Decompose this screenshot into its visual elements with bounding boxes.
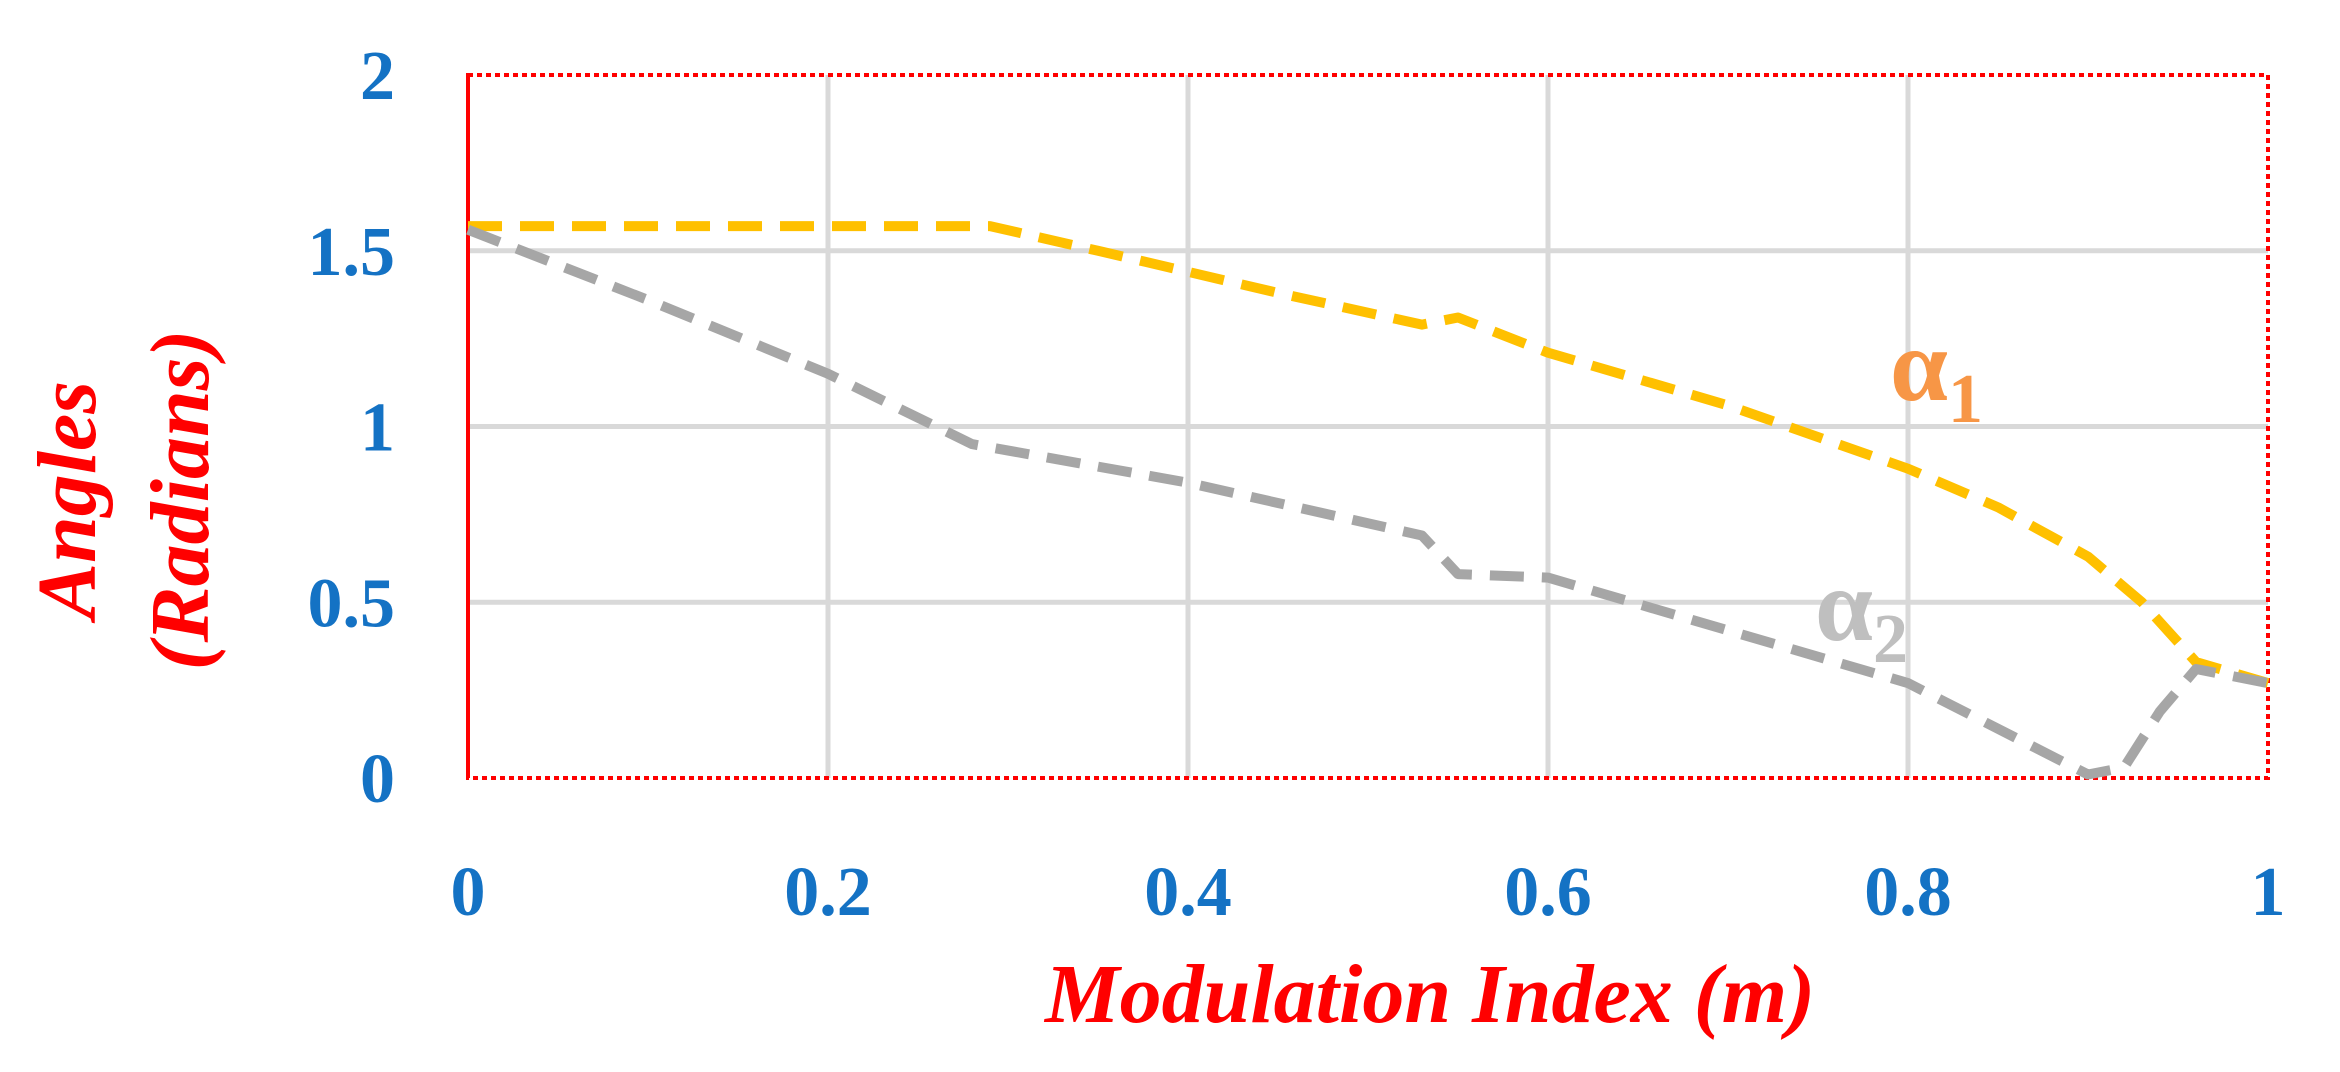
x-tick-label: 0.6: [1504, 854, 1592, 931]
series-label-alpha-2-main: α: [1815, 548, 1873, 663]
y-tick-label: 1: [360, 390, 395, 467]
series-label-alpha-2-sub: 2: [1873, 601, 1908, 678]
series-line-alpha-1: [468, 221, 2270, 688]
x-tick-label: 0.8: [1864, 854, 1952, 931]
tick-labels: 0 0.2 0.4 0.6 0.8 1 0 0.5 1 1.5 2: [308, 38, 2286, 931]
x-tick-label: 0: [451, 854, 486, 931]
x-axis-title: Modulation Index (m): [1043, 948, 1815, 1041]
y-tick-label: 1.5: [308, 214, 396, 291]
y-axis-title-line-2: (Radians): [134, 330, 227, 671]
series-lines: [466, 221, 2270, 780]
series-label-alpha-1: α1: [1890, 308, 1983, 438]
x-tick-label: 0.4: [1144, 854, 1232, 931]
y-tick-label: 0: [360, 741, 395, 818]
x-tick-label: 1: [2251, 854, 2286, 931]
series-label-alpha-2: α2: [1815, 548, 1908, 678]
series-label-alpha-1-sub: 1: [1948, 361, 1983, 438]
y-tick-label: 0.5: [308, 565, 396, 642]
y-tick-label: 2: [360, 38, 395, 115]
series-line-alpha-2: [466, 225, 2269, 780]
grid-lines: [468, 75, 2268, 778]
y-axis-title-line-1: Angles: [21, 381, 114, 624]
x-tick-label: 0.2: [784, 854, 872, 931]
series-label-alpha-1-main: α: [1890, 308, 1948, 423]
